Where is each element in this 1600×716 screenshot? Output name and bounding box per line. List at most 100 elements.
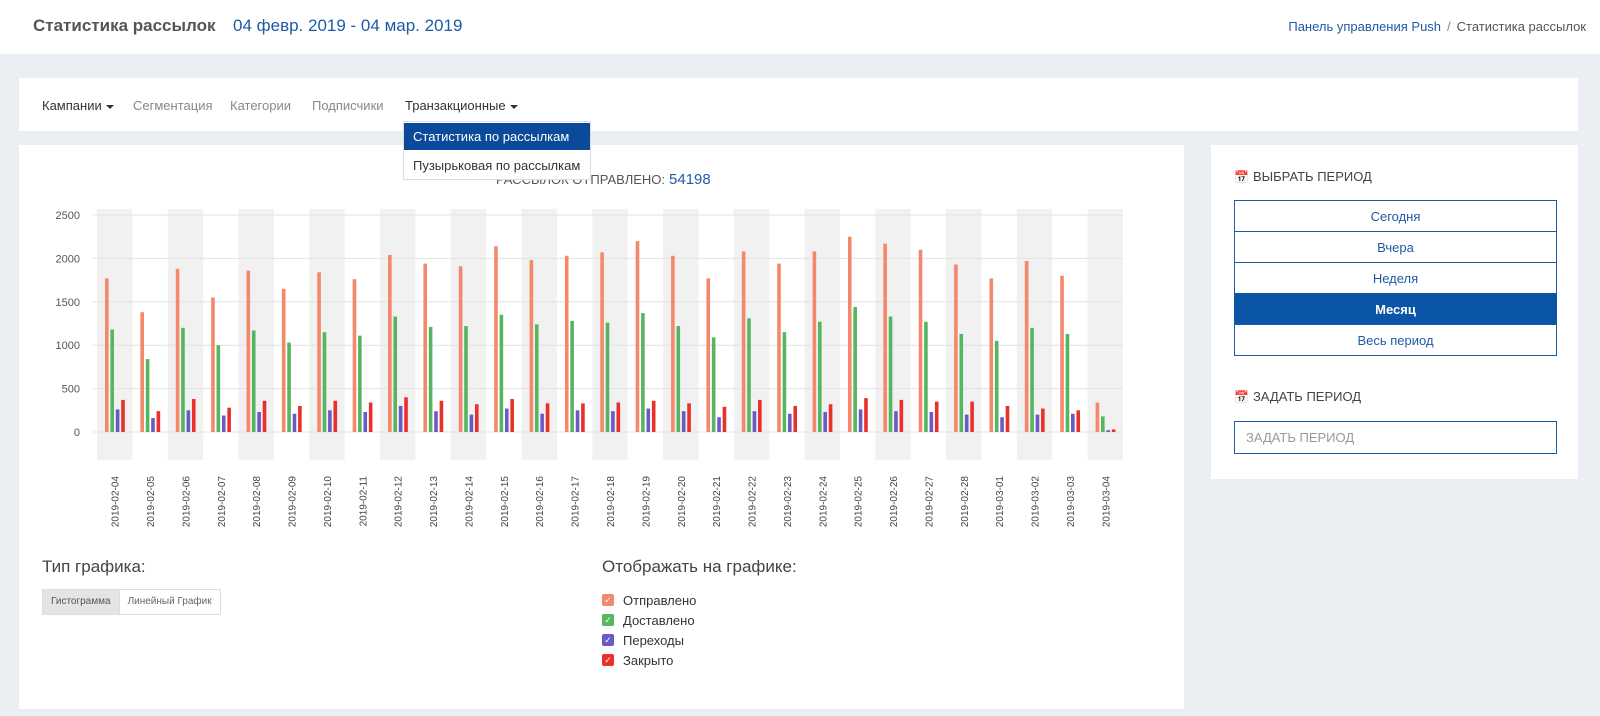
bar[interactable]	[1106, 430, 1111, 432]
bar[interactable]	[954, 264, 958, 432]
series-toggle[interactable]: ✓ Доставлено	[602, 610, 696, 630]
breadcrumb-link-push-panel[interactable]: Панель управления Push	[1288, 19, 1442, 34]
bar[interactable]	[777, 263, 781, 432]
period-button[interactable]: Вчера	[1234, 231, 1557, 263]
bar[interactable]	[918, 249, 923, 432]
bar[interactable]	[1065, 333, 1070, 432]
bar[interactable]	[611, 411, 615, 432]
bar[interactable]	[534, 324, 539, 432]
bar[interactable]	[570, 320, 574, 432]
bar[interactable]	[812, 251, 817, 432]
bar[interactable]	[1101, 416, 1105, 432]
bar[interactable]	[191, 399, 196, 432]
bar[interactable]	[1000, 417, 1004, 432]
nav-transactional[interactable]: Транзакционные	[405, 98, 518, 113]
bar[interactable]	[221, 415, 226, 432]
bar[interactable]	[793, 405, 798, 432]
bar[interactable]	[747, 318, 751, 432]
bar[interactable]	[1041, 408, 1045, 432]
series-toggle[interactable]: ✓ Переходы	[602, 630, 696, 650]
nav-subscribers[interactable]: Подписчики	[312, 98, 384, 113]
bar[interactable]	[181, 327, 185, 432]
bar[interactable]	[439, 400, 444, 432]
bar[interactable]	[504, 408, 509, 432]
bar[interactable]	[474, 404, 479, 432]
bar[interactable]	[227, 407, 231, 432]
bar[interactable]	[924, 321, 928, 432]
bar[interactable]	[298, 405, 302, 432]
bar[interactable]	[788, 413, 792, 432]
bar[interactable]	[823, 412, 827, 432]
bar[interactable]	[458, 266, 463, 432]
bar[interactable]	[641, 313, 645, 432]
bar[interactable]	[281, 288, 286, 432]
bar[interactable]	[741, 251, 746, 432]
date-range[interactable]: 04 февр. 2019 - 04 мар. 2019	[233, 16, 463, 35]
bar[interactable]	[404, 397, 408, 432]
bar[interactable]	[581, 403, 585, 432]
bar[interactable]	[1035, 414, 1040, 432]
bar[interactable]	[121, 399, 125, 432]
checkbox-checked-icon[interactable]: ✓	[602, 634, 614, 646]
bar[interactable]	[469, 414, 474, 432]
bar[interactable]	[676, 326, 681, 432]
bar[interactable]	[1024, 261, 1029, 432]
bar[interactable]	[616, 402, 621, 432]
bar[interactable]	[494, 246, 498, 432]
bar[interactable]	[752, 411, 757, 432]
bar[interactable]	[428, 326, 433, 432]
nav-categories[interactable]: Категории	[230, 98, 291, 113]
bar[interactable]	[322, 332, 327, 432]
bar[interactable]	[140, 312, 144, 432]
bar[interactable]	[994, 340, 999, 432]
bar[interactable]	[262, 400, 267, 432]
nav-segmentation[interactable]: Сегментация	[133, 98, 213, 113]
bar[interactable]	[828, 404, 833, 432]
bar[interactable]	[216, 345, 221, 432]
bar[interactable]	[782, 332, 787, 432]
bar[interactable]	[711, 337, 716, 432]
series-toggle[interactable]: ✓ Закрыто	[602, 650, 696, 670]
bar[interactable]	[105, 278, 109, 432]
bar[interactable]	[564, 255, 569, 432]
bar[interactable]	[847, 236, 852, 432]
bar[interactable]	[717, 417, 721, 432]
bar[interactable]	[853, 307, 857, 432]
bar[interactable]	[211, 297, 215, 432]
bar[interactable]	[989, 278, 994, 432]
bar[interactable]	[883, 243, 887, 432]
bar[interactable]	[115, 409, 120, 432]
period-button[interactable]: Сегодня	[1234, 200, 1557, 232]
bar[interactable]	[722, 406, 727, 432]
bar[interactable]	[959, 333, 964, 432]
period-button[interactable]: Месяц	[1234, 293, 1557, 325]
bar[interactable]	[635, 241, 640, 432]
bar[interactable]	[687, 403, 691, 432]
bar[interactable]	[817, 321, 822, 432]
bar[interactable]	[1071, 413, 1075, 432]
bar[interactable]	[368, 402, 373, 432]
bar[interactable]	[899, 399, 904, 432]
bar[interactable]	[681, 411, 686, 432]
line-chart-button[interactable]: Линейный График	[118, 590, 220, 614]
bar[interactable]	[434, 411, 438, 432]
bar[interactable]	[251, 330, 256, 432]
bar[interactable]	[540, 413, 544, 432]
bar[interactable]	[499, 314, 504, 432]
checkbox-checked-icon[interactable]: ✓	[602, 594, 614, 606]
bar[interactable]	[393, 316, 398, 432]
period-button[interactable]: Весь период	[1234, 324, 1557, 356]
set-period-input[interactable]	[1234, 421, 1557, 454]
bar[interactable]	[651, 400, 656, 432]
bar[interactable]	[398, 405, 403, 432]
bar[interactable]	[600, 252, 604, 432]
bar[interactable]	[388, 254, 392, 432]
bar[interactable]	[964, 414, 969, 432]
bar[interactable]	[464, 326, 468, 432]
bar[interactable]	[257, 412, 261, 432]
bar[interactable]	[110, 329, 114, 432]
bar[interactable]	[671, 255, 675, 432]
bar[interactable]	[575, 410, 580, 432]
bar[interactable]	[1060, 275, 1064, 432]
bar[interactable]	[287, 342, 291, 432]
